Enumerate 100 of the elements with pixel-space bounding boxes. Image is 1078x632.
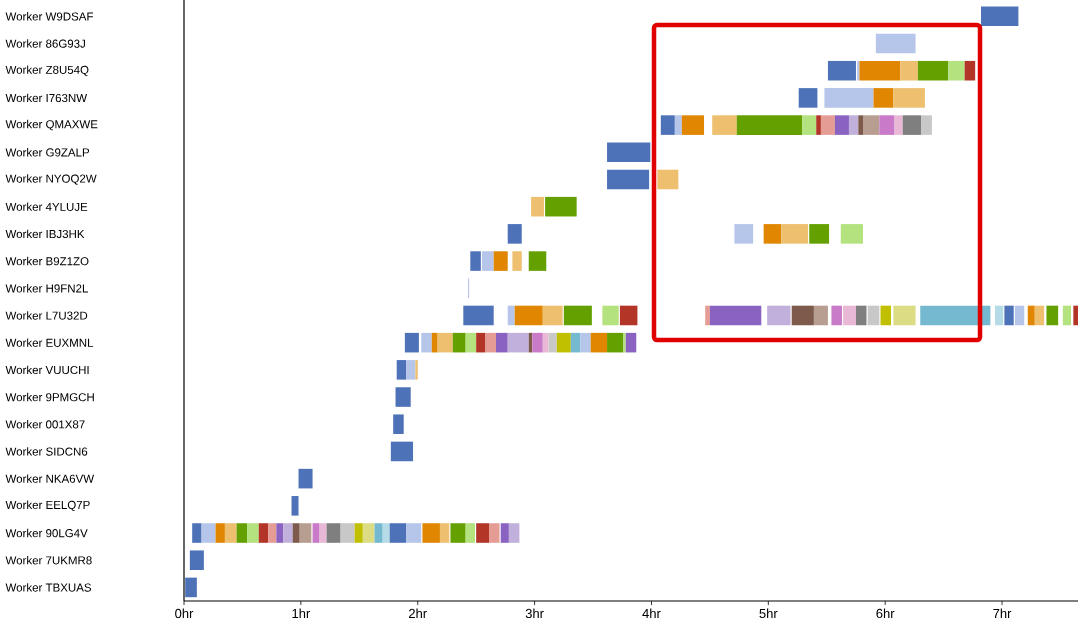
x-tick-label: 2hr	[408, 608, 427, 618]
bar	[816, 115, 821, 135]
bar	[734, 224, 754, 244]
bar	[917, 60, 949, 81]
bar	[657, 169, 679, 190]
y-tick-label: Worker B9Z1ZO	[5, 256, 89, 266]
bar	[840, 224, 863, 244]
x-tick-label: 4hr	[642, 608, 661, 618]
bar	[390, 441, 414, 462]
bar	[389, 523, 407, 543]
bar	[507, 224, 522, 244]
y-tick-label: Worker QMAXWE	[5, 119, 98, 131]
bar	[422, 523, 440, 543]
y-tick-label: Worker 90LG4V	[5, 528, 88, 538]
y-tick-label: Worker 001X87	[5, 420, 85, 429]
bar	[236, 523, 248, 543]
bar	[439, 523, 450, 543]
bar	[893, 305, 916, 326]
bar	[489, 523, 500, 543]
bar	[465, 332, 477, 353]
bar	[820, 115, 835, 135]
bar	[1004, 305, 1014, 326]
bar	[736, 115, 803, 135]
bar	[948, 60, 965, 81]
x-tick-label: 5hr	[759, 608, 778, 619]
bar	[831, 305, 842, 326]
y-tick-label: Worker NYOQ2W	[5, 174, 97, 185]
bar	[681, 115, 705, 135]
bar	[374, 523, 383, 543]
bar	[340, 523, 355, 543]
bar	[496, 332, 508, 353]
bar	[192, 523, 202, 543]
bar	[893, 88, 925, 108]
bar	[312, 523, 320, 543]
bar	[512, 251, 522, 271]
bar	[463, 305, 494, 326]
y-tick-label: Worker H9FN2L	[5, 284, 88, 293]
bar	[482, 251, 494, 271]
y-tick-label: Worker 4YLUJE	[5, 202, 88, 211]
bar	[879, 115, 895, 135]
bar	[421, 332, 432, 353]
bar	[802, 115, 817, 135]
bar	[354, 523, 363, 543]
bar	[292, 523, 300, 543]
bar	[415, 360, 418, 380]
bar	[843, 305, 856, 326]
bar	[319, 523, 327, 543]
bar	[590, 332, 608, 353]
bar	[545, 196, 577, 217]
bar	[859, 60, 901, 81]
bar	[283, 523, 293, 543]
bar	[508, 523, 520, 543]
x-tick-label: 7hr	[993, 608, 1012, 618]
bar	[493, 251, 508, 271]
bar	[827, 60, 856, 81]
bar	[531, 196, 544, 217]
y-tick-label: Worker W9DSAF	[5, 12, 93, 21]
x-tick-label: 6hr	[876, 608, 895, 619]
y-tick-label: Worker EUXMNL	[5, 338, 94, 347]
y-tick-label: Worker SIDCN6	[5, 447, 88, 456]
bar	[1073, 305, 1078, 326]
bar	[542, 305, 563, 326]
bar	[485, 332, 497, 353]
bar	[514, 305, 543, 326]
bar	[873, 88, 894, 108]
y-tick-label: Worker EELQ7P	[5, 500, 90, 512]
bar	[470, 251, 481, 271]
bar	[258, 523, 269, 543]
bar	[476, 523, 490, 543]
bar	[406, 523, 422, 543]
bar	[767, 305, 791, 326]
bar	[602, 305, 619, 326]
bar	[291, 496, 299, 516]
bar	[362, 523, 375, 543]
bar	[921, 115, 932, 135]
bar	[201, 523, 216, 543]
bar	[995, 305, 1004, 326]
y-tick-label: Worker Z8U54Q	[5, 65, 89, 76]
bar	[532, 332, 543, 353]
bar	[964, 60, 976, 81]
bar	[674, 115, 682, 135]
bar	[393, 414, 404, 435]
bar	[625, 332, 637, 353]
bar	[880, 305, 892, 326]
bar	[570, 332, 581, 353]
y-tick-label: Worker G9ZALP	[5, 148, 90, 157]
y-tick-label: Worker NKA6VW	[5, 474, 95, 483]
bar	[607, 332, 624, 353]
bar	[781, 224, 809, 244]
bar	[189, 550, 204, 570]
bar	[875, 33, 916, 54]
bar	[548, 332, 557, 353]
bar	[902, 115, 922, 135]
y-tick-label: Worker IBJ3HK	[5, 229, 85, 239]
y-tick-label: Worker VUUCHI	[5, 365, 89, 375]
bar	[580, 332, 591, 353]
x-tick-label: 0hr	[175, 608, 194, 619]
bar	[705, 305, 710, 326]
y-tick-label: Worker 7UKMR8	[5, 556, 92, 565]
bar	[215, 523, 225, 543]
